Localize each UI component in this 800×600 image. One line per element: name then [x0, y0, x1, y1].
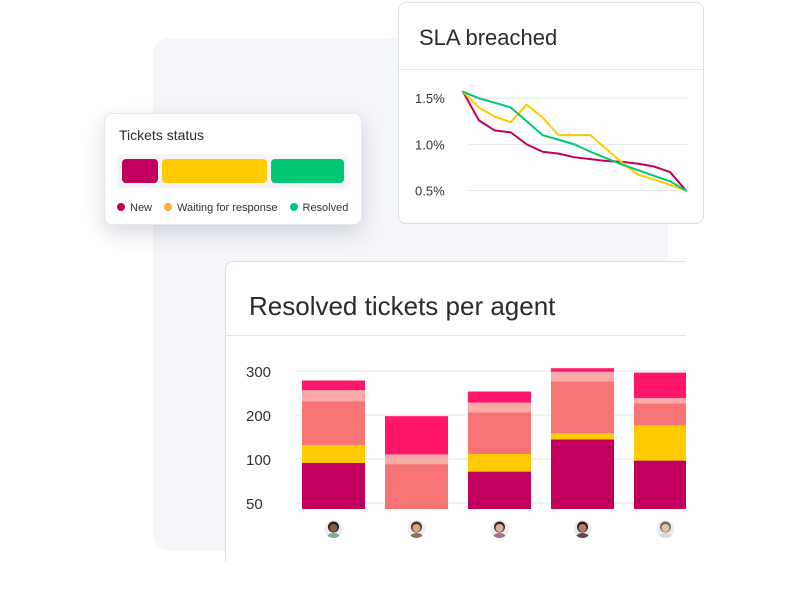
- bar-segment-agent-2-stack-4: [385, 454, 448, 465]
- agent-avatar-icon[interactable]: [407, 520, 426, 543]
- sla-y-tick-label: 0.5%: [415, 184, 445, 199]
- bar-segment-agent-4-stack-3: [551, 381, 614, 434]
- bar-segment-agent-2-stack-3: [385, 464, 448, 509]
- bar-y-tick-label: 100: [246, 452, 271, 469]
- bar-segment-agent-5-stack-4: [634, 398, 686, 404]
- sla-y-tick-label: 1.5%: [415, 91, 445, 106]
- bar-segment-agent-1-stack-2: [302, 445, 365, 463]
- resolved-tickets-card: Resolved tickets per agent 300 200 100 50: [225, 261, 686, 562]
- bar-segment-agent-1-stack-4: [302, 390, 365, 402]
- bar-segment-agent-1-stack-5: [302, 380, 365, 391]
- bar-segment-agent-5-stack-1: [634, 460, 686, 509]
- legend-item-resolved: Resolved: [289, 202, 349, 214]
- sla-breached-card: SLA breached 1.5% 1.0% 0.5%: [398, 2, 704, 224]
- bar-segment-agent-2-stack-5: [385, 416, 448, 455]
- status-card-title: Tickets status: [119, 127, 205, 143]
- legend-item-waiting-for-response: Waiting for response: [164, 202, 278, 214]
- status-segment-waiting-for-response: [162, 159, 268, 183]
- status-bar: [117, 154, 349, 188]
- status-legend: New Waiting for response Resolved: [117, 202, 360, 214]
- bar-y-tick-label: 300: [246, 364, 271, 381]
- bar-segment-agent-4-stack-2: [551, 433, 614, 440]
- status-segment-new: [122, 159, 159, 183]
- bar-segment-agent-3-stack-3: [468, 412, 531, 454]
- bar-segment-agent-4-stack-4: [551, 371, 614, 382]
- sla-line-chart: 1.5% 1.0% 0.5%: [415, 90, 687, 199]
- legend-dot-icon: [117, 203, 125, 211]
- bar-segment-agent-5-stack-5: [634, 372, 686, 399]
- bar-segment-agent-3-stack-1: [468, 471, 531, 509]
- bar-segment-agent-4-stack-5: [551, 368, 614, 372]
- bar-segment-agent-5-stack-3: [634, 403, 686, 426]
- tickets-status-card: Tickets status New Waiting for response Re…: [104, 113, 362, 225]
- bar-segment-agent-4-stack-1: [551, 439, 614, 509]
- bar-segment-agent-5-stack-2: [634, 425, 686, 461]
- resolved-card-divider: [226, 335, 686, 336]
- bar-y-tick-label: 200: [246, 408, 271, 425]
- legend-dot-icon: [289, 203, 298, 211]
- legend-label: Waiting for response: [177, 202, 278, 214]
- sla-card-title: SLA breached: [419, 25, 558, 50]
- sla-card-divider: [399, 69, 703, 70]
- bar-segment-agent-3-stack-2: [468, 454, 531, 472]
- bar-y-tick-label: 50: [246, 496, 263, 513]
- agent-avatar-icon[interactable]: [490, 520, 509, 543]
- agent-avatar-icon[interactable]: [324, 520, 343, 543]
- status-segment-resolved: [271, 159, 344, 183]
- legend-item-new: New: [117, 202, 152, 214]
- legend-dot-icon: [164, 203, 173, 211]
- resolved-card-title: Resolved tickets per agent: [249, 291, 556, 321]
- agent-avatar-icon[interactable]: [656, 520, 675, 543]
- sla-line-series-2: [462, 90, 687, 192]
- stacked-bar-chart: 300 200 100 50: [246, 364, 686, 543]
- sla-line-series-1: [462, 90, 687, 192]
- sla-line-series-3: [462, 90, 687, 192]
- bar-segment-agent-1-stack-1: [302, 462, 365, 509]
- legend-label: Resolved: [302, 202, 349, 214]
- bar-segment-agent-1-stack-3: [302, 401, 365, 446]
- sla-y-tick-label: 1.0%: [415, 137, 445, 152]
- agent-avatar-icon[interactable]: [573, 520, 592, 543]
- legend-label: New: [130, 202, 153, 214]
- bar-segment-agent-3-stack-5: [468, 391, 531, 403]
- bar-segment-agent-3-stack-4: [468, 402, 531, 413]
